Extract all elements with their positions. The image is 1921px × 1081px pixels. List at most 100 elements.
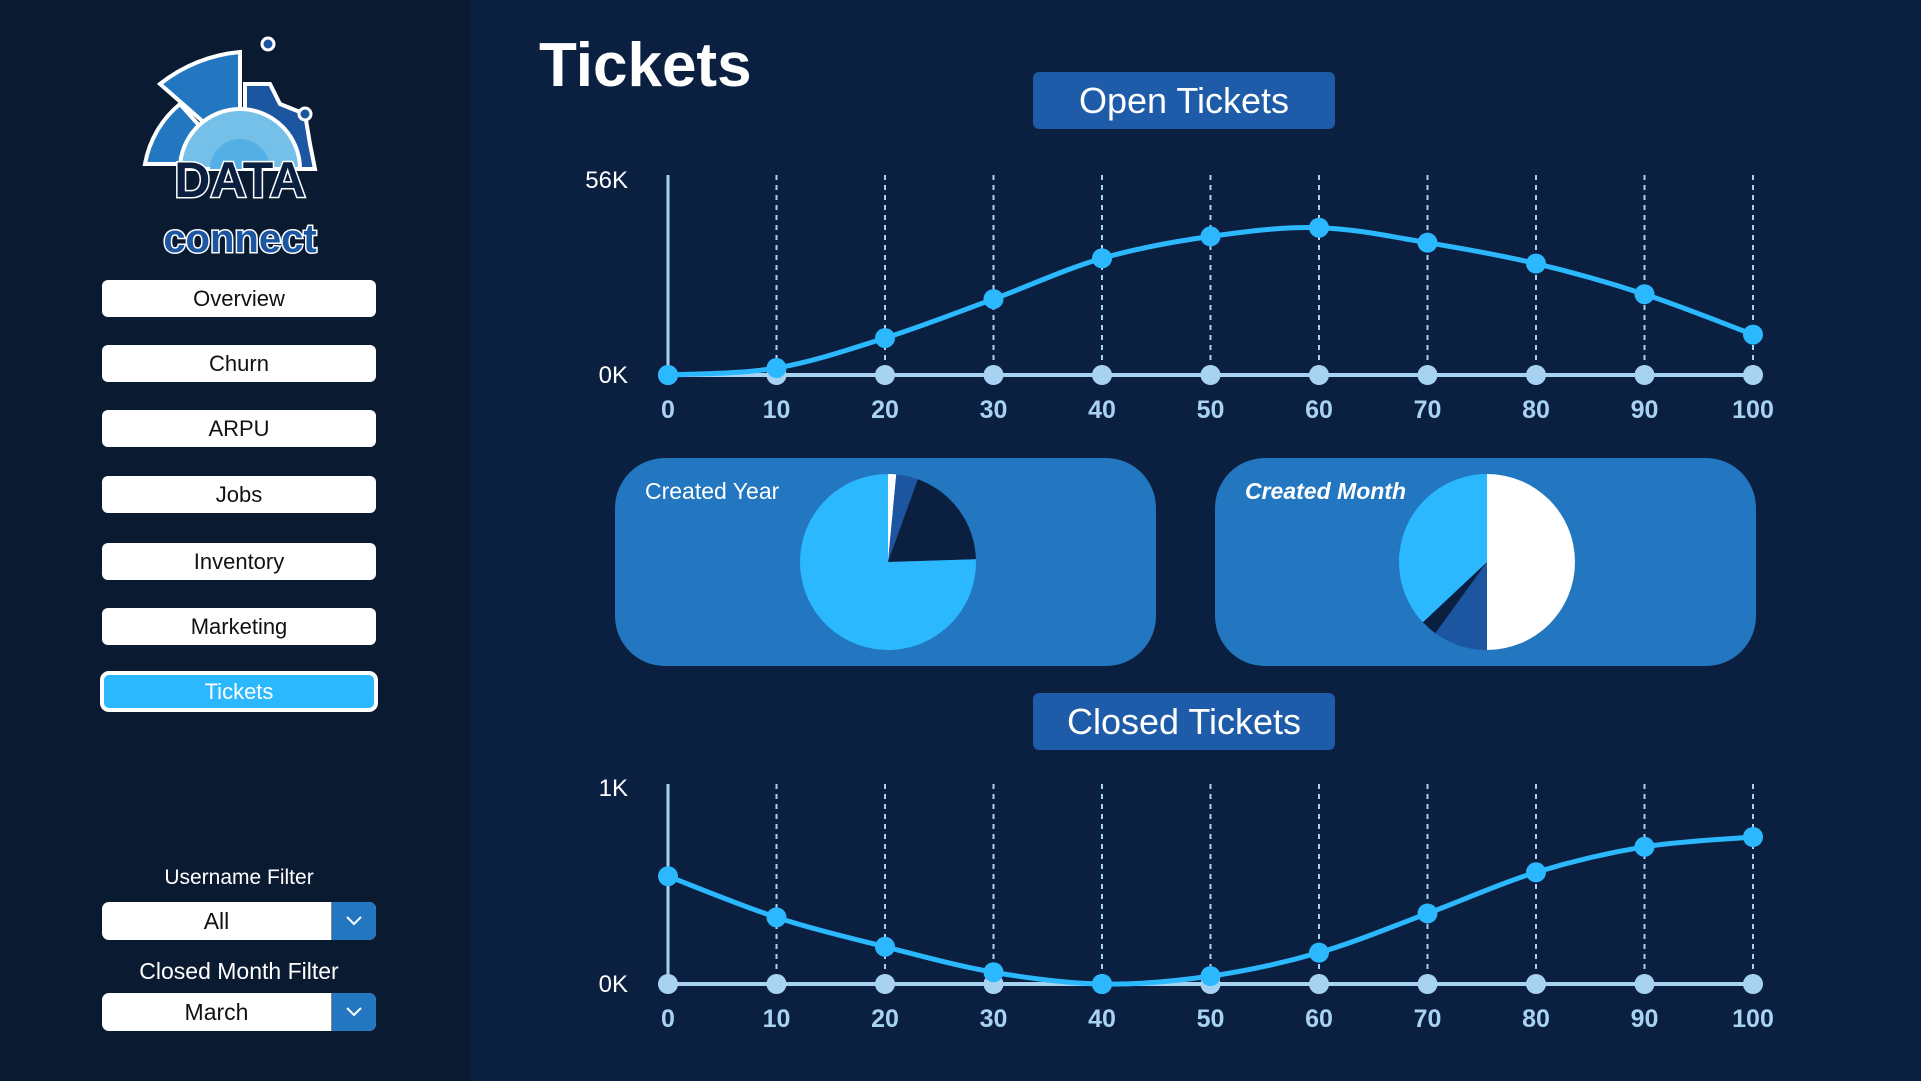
data-point <box>658 866 678 887</box>
x-tick-label: 30 <box>980 1005 1008 1033</box>
axis-marker <box>766 365 787 385</box>
data-point <box>658 365 678 385</box>
x-tick-label: 10 <box>763 396 791 424</box>
sidebar-item-overview[interactable]: Overview <box>102 280 376 317</box>
sidebar: DATA connect Overview Churn ARPU Jobs In… <box>0 0 470 1081</box>
y-tick-label: 56K <box>585 167 628 194</box>
open-tickets-title: Open Tickets <box>1033 72 1335 129</box>
x-tick-label: 60 <box>1305 1005 1333 1033</box>
x-tick-label: 50 <box>1197 1005 1225 1033</box>
x-tick-label: 30 <box>980 396 1008 424</box>
sidebar-item-arpu[interactable]: ARPU <box>102 410 376 447</box>
created-year-title: Created Year <box>645 478 780 504</box>
sidebar-item-label: ARPU <box>208 415 270 441</box>
closed-month-filter-dropdown[interactable]: March <box>102 993 376 1031</box>
logo-text-data: DATA <box>174 152 305 208</box>
x-tick-label: 100 <box>1732 396 1774 424</box>
username-filter-dropdown[interactable]: All <box>102 902 376 940</box>
axis-marker <box>1200 365 1221 385</box>
data-point <box>875 936 895 957</box>
axis-marker <box>658 365 678 385</box>
x-tick-label: 40 <box>1088 396 1116 424</box>
axis-marker <box>983 365 1004 385</box>
sidebar-item-label: Tickets <box>204 678 274 704</box>
series-line <box>667 225 1754 378</box>
x-tick-label: 40 <box>1088 1005 1116 1033</box>
sidebar-item-label: Marketing <box>190 613 288 639</box>
open-tickets-chart: 0 10 20 30 40 50 60 70 80 90 100 0K 56K <box>585 167 1774 424</box>
data-point <box>766 907 787 928</box>
axis-marker <box>875 365 895 385</box>
data-connect-logo: DATA connect <box>142 36 318 263</box>
data-point <box>1526 253 1546 274</box>
data-point <box>1634 284 1655 305</box>
data-point <box>1417 903 1438 924</box>
axis-marker <box>1634 365 1655 385</box>
data-point <box>1092 974 1112 994</box>
x-tick-label: 100 <box>1732 1005 1774 1033</box>
x-tick-label: 90 <box>1631 1005 1659 1033</box>
axis-marker <box>766 974 787 994</box>
data-point <box>1200 966 1221 987</box>
axis-marker <box>875 974 895 994</box>
x-tick-label: 90 <box>1631 396 1659 424</box>
data-point <box>875 328 895 349</box>
x-tick-label: 20 <box>871 1005 899 1033</box>
y-tick-label: 0K <box>599 971 628 998</box>
axis-marker <box>1743 365 1763 385</box>
page-title: Tickets <box>539 31 752 100</box>
axis-marker <box>658 974 678 994</box>
closed-tickets-title: Closed Tickets <box>1033 693 1335 750</box>
x-tick-label: 80 <box>1522 1005 1550 1033</box>
sidebar-item-tickets[interactable]: Tickets <box>100 671 378 712</box>
data-point <box>983 289 1004 310</box>
data-point <box>1743 827 1763 847</box>
closed-tickets-chart: 0 10 20 30 40 50 60 70 80 90 100 0K 1K <box>599 775 1774 1033</box>
axis-marker <box>1200 974 1221 994</box>
sidebar-item-jobs[interactable]: Jobs <box>102 476 376 513</box>
dropdown-value: All <box>102 902 332 940</box>
axis-marker <box>1309 974 1329 994</box>
x-tick-label: 0 <box>661 1005 675 1033</box>
data-point <box>1200 226 1221 247</box>
x-tick-label: 0 <box>661 396 675 424</box>
sidebar-item-marketing[interactable]: Marketing <box>102 608 376 645</box>
axis-marker <box>983 974 1004 994</box>
axis-marker <box>1417 365 1438 385</box>
y-tick-label: 0K <box>599 362 628 389</box>
axis-marker <box>1092 365 1112 385</box>
series-line <box>667 834 1754 987</box>
data-point <box>1309 217 1329 238</box>
axis-marker <box>1092 974 1112 994</box>
data-point <box>983 962 1004 983</box>
closed-month-filter-label: Closed Month Filter <box>139 958 339 984</box>
x-tick-label: 10 <box>763 1005 791 1033</box>
x-tick-label: 70 <box>1414 396 1442 424</box>
sidebar-item-churn[interactable]: Churn <box>102 345 376 382</box>
x-tick-label: 60 <box>1305 396 1333 424</box>
data-point <box>1309 942 1329 963</box>
logo-text-connect: connect <box>163 217 316 261</box>
created-month-title: Created Month <box>1245 478 1406 504</box>
data-point <box>1092 248 1112 269</box>
dropdown-value: March <box>102 993 332 1031</box>
data-point <box>1417 232 1438 253</box>
axis-marker <box>1417 974 1438 994</box>
x-tick-label: 20 <box>871 396 899 424</box>
username-filter-label: Username Filter <box>164 866 314 889</box>
axis-marker <box>1309 365 1329 385</box>
axis-marker <box>1634 974 1655 994</box>
chevron-down-icon[interactable] <box>332 902 376 940</box>
sidebar-item-label: Overview <box>193 285 285 311</box>
created-month-panel: Created Month <box>1215 458 1756 666</box>
sidebar-item-label: Jobs <box>215 481 263 507</box>
x-tick-label: 70 <box>1414 1005 1442 1033</box>
chevron-down-icon[interactable] <box>332 993 376 1031</box>
data-point <box>1743 324 1763 345</box>
data-point <box>1634 836 1655 857</box>
y-tick-label: 1K <box>599 775 628 802</box>
x-tick-label: 80 <box>1522 396 1550 424</box>
sidebar-item-label: Inventory <box>193 548 285 574</box>
axis-marker <box>1526 365 1546 385</box>
sidebar-item-inventory[interactable]: Inventory <box>102 543 376 580</box>
